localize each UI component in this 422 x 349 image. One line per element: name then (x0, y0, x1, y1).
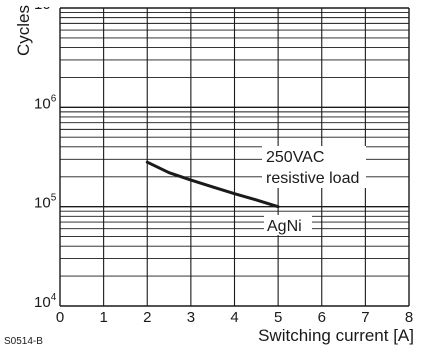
x-tick-label: 3 (187, 309, 195, 326)
y-tick-label: 106 (34, 93, 57, 112)
y-tick-label: 105 (34, 193, 57, 212)
figure-code: S0514-B (4, 336, 43, 347)
material-label: AgNi (267, 218, 302, 235)
x-tick-label: 2 (143, 309, 151, 326)
y-axis-label-background (0, 0, 72, 7)
series-line (147, 162, 278, 207)
series-layer (147, 162, 278, 207)
load-label-type: resistive load (266, 170, 359, 187)
load-label-voltage: 250VAC (266, 149, 324, 166)
y-tick-label: 104 (34, 292, 57, 311)
x-axis-label: Switching current [A] (258, 326, 414, 345)
x-tick-label: 1 (99, 309, 107, 326)
y-tick-exponent: 4 (51, 292, 57, 303)
y-axis-label: Cycles (14, 5, 33, 56)
y-tick-exponent: 5 (51, 193, 57, 204)
x-tick-label: 0 (56, 309, 64, 326)
y-tick-exponent: 6 (51, 93, 57, 104)
